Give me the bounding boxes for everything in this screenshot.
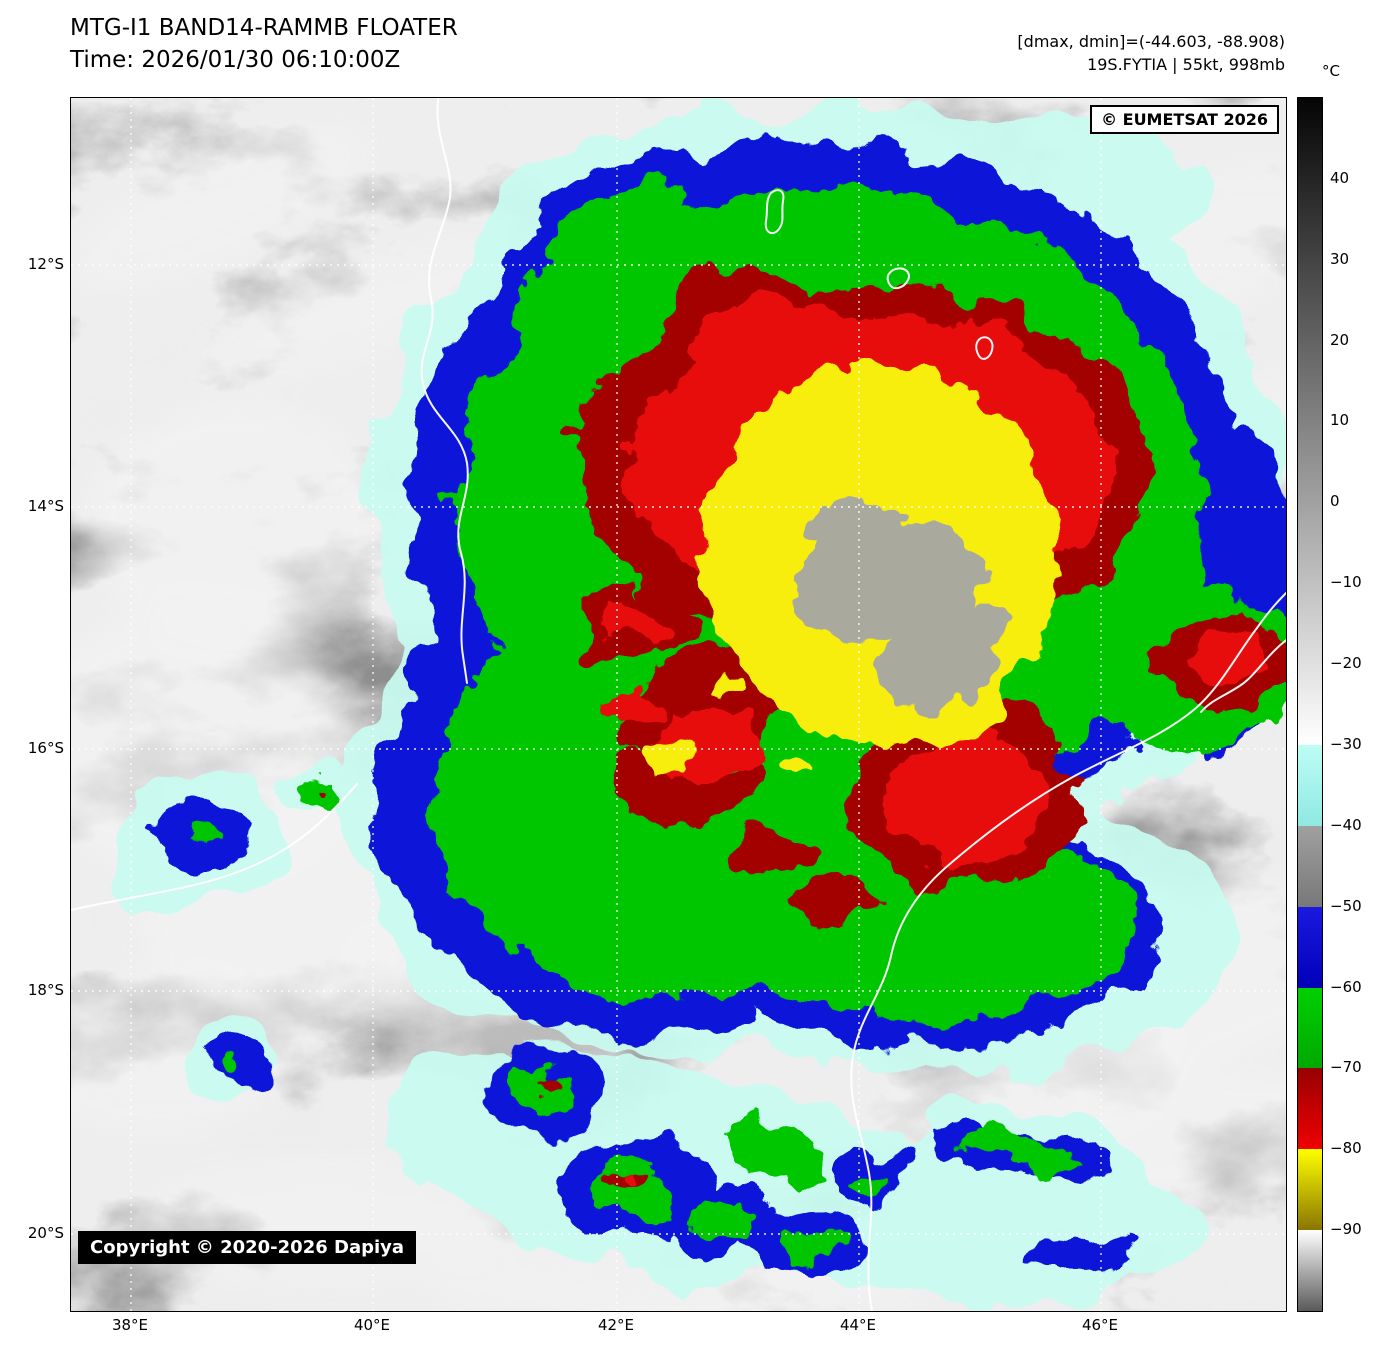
colorbar-segment — [1298, 1068, 1322, 1150]
colorbar-tick: −60 — [1330, 977, 1362, 996]
timestamp: Time: 2026/01/30 06:10:00Z — [70, 47, 401, 74]
colorbar-segment — [1298, 1149, 1322, 1231]
colorbar-tick: −10 — [1330, 573, 1362, 592]
island-grande-comore — [764, 189, 785, 235]
overshoot-gray-layer — [793, 502, 1006, 710]
colorbar-tick: −30 — [1330, 734, 1362, 753]
colorbar-segment — [1298, 1230, 1322, 1311]
lon-label: 40°E — [353, 1316, 391, 1334]
colorbar-tick: −90 — [1330, 1220, 1362, 1239]
satellite-image — [71, 98, 1286, 1311]
coastline-mozambique-north — [420, 98, 469, 684]
colorbar-tick: −80 — [1330, 1139, 1362, 1158]
colorbar-tick: −20 — [1330, 654, 1362, 673]
colorbar-tick: 10 — [1330, 411, 1350, 430]
colorbar-tick: 40 — [1330, 168, 1350, 187]
colorbar-unit: °C — [1322, 62, 1340, 80]
product-title: MTG-I1 BAND14-RAMMB FLOATER — [70, 15, 458, 41]
colorbar-tick: 30 — [1330, 249, 1350, 268]
colorbar-segment — [1298, 744, 1322, 826]
colorbar-segment — [1298, 987, 1322, 1069]
colorbar-segment — [1298, 98, 1322, 745]
colorbar-segment — [1298, 906, 1322, 988]
colorbar-tick: −40 — [1330, 815, 1362, 834]
dmax-dmin-readout: [dmax, dmin]=(-44.603, -88.908) — [1017, 32, 1285, 51]
header-left: MTG-I1 BAND14-RAMMB FLOATER Time: 2026/0… — [70, 12, 458, 76]
colorbar-tick: 20 — [1330, 330, 1350, 349]
header-right: [dmax, dmin]=(-44.603, -88.908) 19S.FYTI… — [1017, 30, 1285, 76]
colorbar-tick: −70 — [1330, 1058, 1362, 1077]
lat-label: 20°S — [27, 1224, 64, 1242]
lat-label: 12°S — [27, 255, 64, 273]
coastline-madagascar-west — [850, 591, 1286, 1311]
storm-info: 19S.FYTIA | 55kt, 998mb — [1087, 55, 1285, 75]
coastlines — [71, 98, 1286, 1311]
lon-label: 42°E — [597, 1316, 635, 1334]
coastline-mozambique-south — [71, 783, 358, 911]
lat-label: 14°S — [27, 497, 64, 515]
eumetsat-credit-badge: © EUMETSAT 2026 — [1090, 105, 1279, 134]
lon-label: 38°E — [111, 1316, 149, 1334]
island-anjouan — [886, 267, 910, 290]
lat-label: 16°S — [27, 739, 64, 757]
temperature-colorbar — [1297, 97, 1323, 1312]
island-mayotte — [975, 336, 994, 360]
lon-label: 44°E — [839, 1316, 877, 1334]
lat-label: 18°S — [27, 981, 64, 999]
lon-label: 46°E — [1081, 1316, 1119, 1334]
coastline-madagascar-bay — [1200, 639, 1286, 713]
colorbar-tick: 0 — [1330, 492, 1340, 511]
colorbar-segment — [1298, 825, 1322, 907]
colorbar-tick: −50 — [1330, 896, 1362, 915]
dapiya-copyright-badge: Copyright © 2020-2026 Dapiya — [78, 1231, 417, 1264]
satellite-map: © EUMETSAT 2026 Copyright © 2020-2026 Da… — [70, 97, 1287, 1312]
